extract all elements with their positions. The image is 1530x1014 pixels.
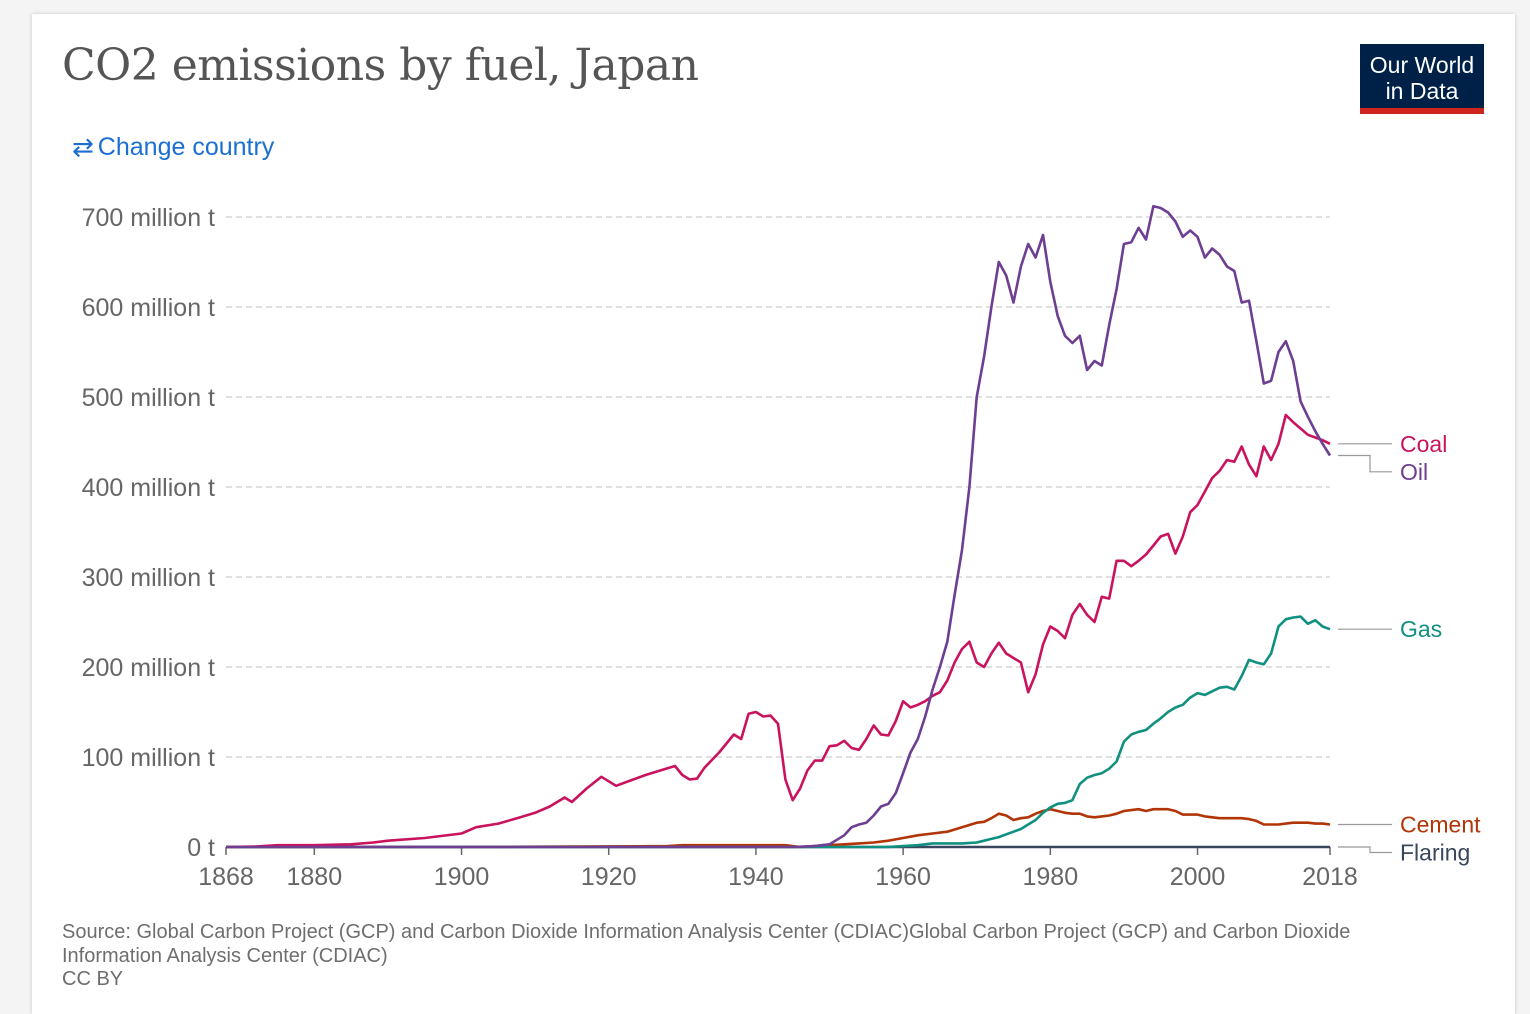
x-tick-label: 1920 [581, 863, 637, 891]
x-tick-label: 2018 [1302, 863, 1358, 891]
y-tick-label: 400 million t [82, 474, 215, 502]
change-country-button[interactable]: ⇄ Change country [72, 132, 274, 163]
license-note: CC BY [62, 968, 124, 990]
logo-line-1: Our World [1369, 52, 1475, 78]
series-label-coal: Coal [1400, 431, 1447, 457]
swap-arrows-icon: ⇄ [72, 132, 94, 162]
x-axis: 1868 1880 1900 1920 1940 1960 1980 2000 2018 [198, 846, 1358, 891]
series-line-gas [226, 615, 1331, 849]
label-connector-flaring [1338, 846, 1392, 854]
series-label-flaring: Flaring [1400, 840, 1470, 866]
label-connector-oil [1338, 454, 1392, 473]
series-label-gas: Gas [1400, 616, 1442, 642]
y-tick-label: 200 million t [82, 654, 215, 682]
owid-logo[interactable]: Our World in Data [1360, 44, 1484, 114]
x-tick-label: 1940 [728, 863, 784, 891]
y-tick-label: 500 million t [82, 384, 215, 412]
x-tick-label: 1980 [1023, 863, 1079, 891]
series-label-oil: Oil [1400, 459, 1428, 485]
series-line-cement [226, 807, 1331, 849]
chart-title: CO2 emissions by fuel, Japan [62, 40, 699, 91]
x-tick-label: 2000 [1170, 863, 1226, 891]
series-line-coal [225, 413, 1331, 849]
series-lines [225, 204, 1332, 849]
logo-line-2: in Data [1385, 78, 1459, 104]
y-tick-label: 600 million t [82, 294, 215, 322]
y-tick-label: 0 t [187, 834, 215, 862]
x-tick-label: 1960 [875, 863, 931, 891]
series-label-cement: Cement [1400, 812, 1481, 838]
x-tick-label: 1880 [287, 863, 343, 891]
change-country-label: Change country [97, 133, 275, 161]
y-tick-label: 100 million t [82, 744, 215, 772]
source-note: Source: Global Carbon Project (GCP) and … [62, 921, 1351, 967]
y-tick-label: 300 million t [82, 564, 215, 592]
y-tick-label: 700 million t [82, 204, 215, 232]
x-tick-label: 1900 [434, 863, 490, 891]
grid-lines [226, 216, 1330, 758]
x-tick-label: 1868 [198, 863, 254, 891]
y-axis-ticks: 0 t 100 million t 200 million t 300 million… [82, 204, 215, 862]
series-line-oil [226, 204, 1332, 849]
